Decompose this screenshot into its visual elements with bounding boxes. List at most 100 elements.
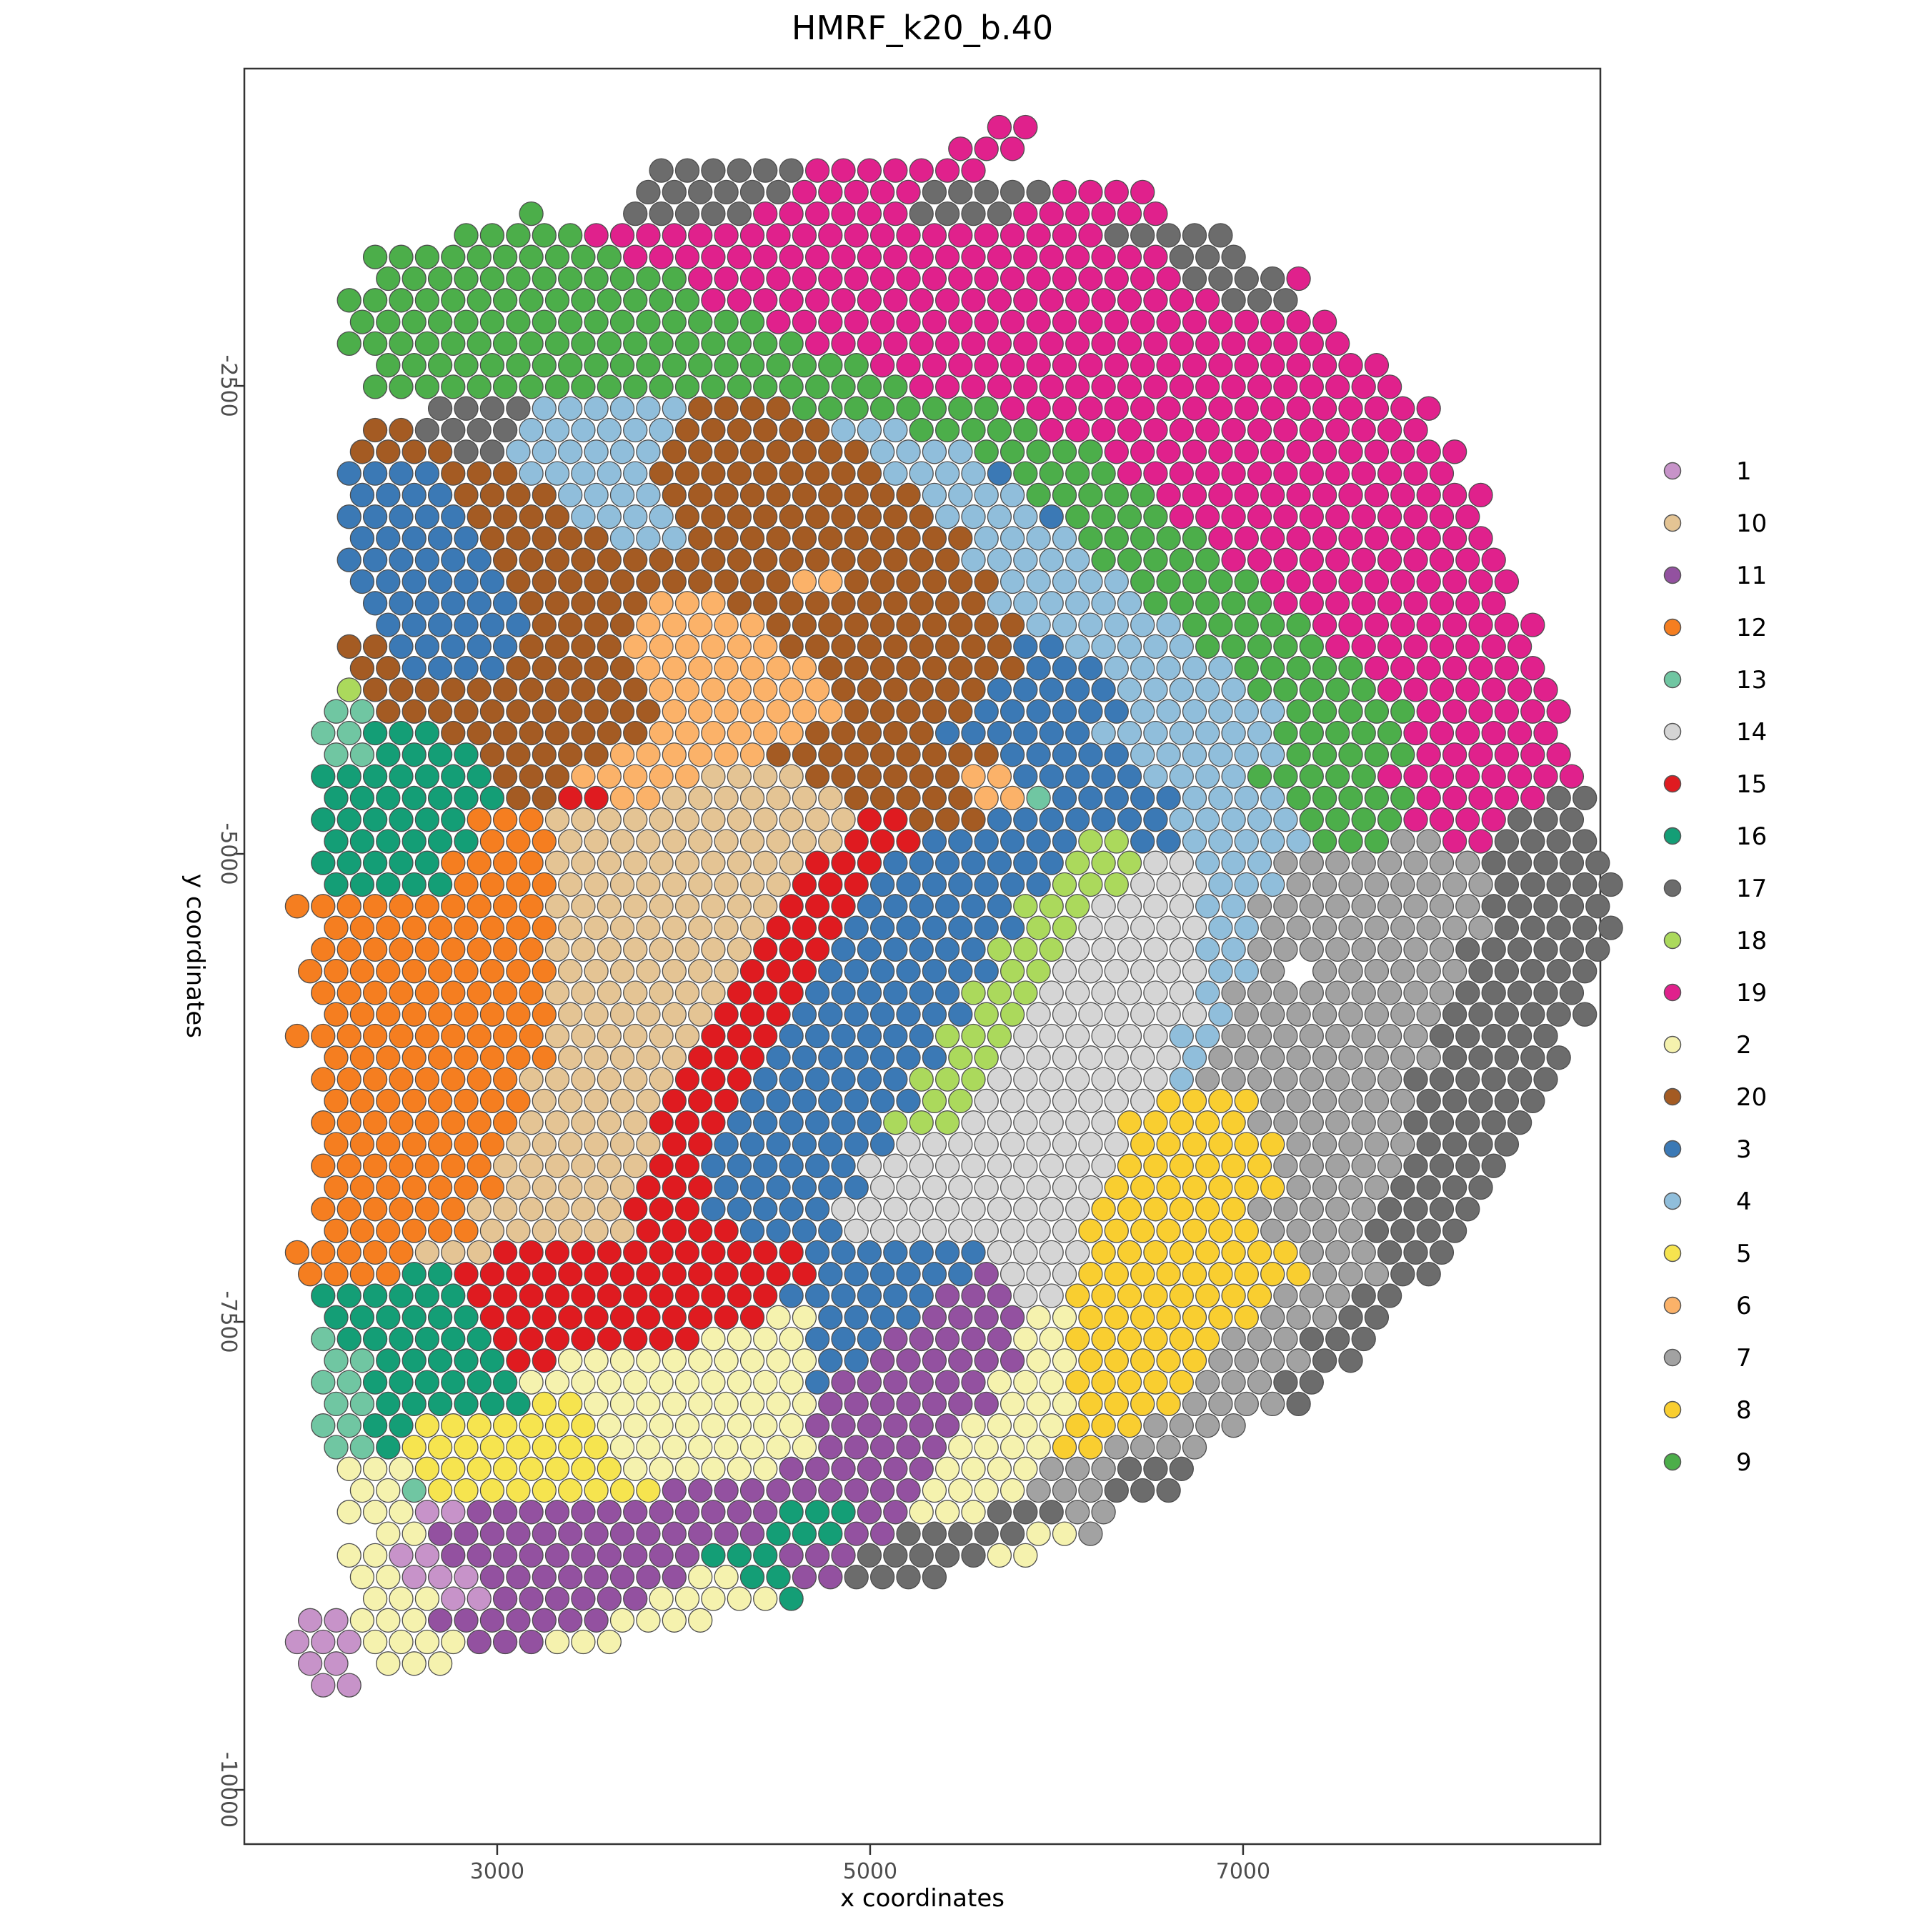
- data-point-cluster-8: [1260, 1175, 1285, 1200]
- data-point-cluster-10: [558, 1132, 583, 1157]
- data-point-cluster-2: [714, 1565, 739, 1590]
- data-point-cluster-16: [389, 764, 414, 789]
- data-point-cluster-3: [831, 1240, 856, 1265]
- data-point-cluster-17: [1455, 937, 1480, 962]
- data-point-cluster-3: [948, 829, 973, 854]
- data-point-cluster-5: [506, 1435, 531, 1460]
- data-point-cluster-2: [584, 1391, 609, 1417]
- data-point-cluster-9: [1052, 482, 1077, 508]
- data-point-cluster-9: [1078, 439, 1103, 464]
- data-point-cluster-6: [753, 677, 778, 702]
- data-point-cluster-4: [857, 417, 882, 443]
- data-point-cluster-14: [1000, 1088, 1025, 1114]
- data-point-cluster-7: [1312, 1088, 1337, 1114]
- data-point-cluster-20: [831, 677, 856, 702]
- data-point-cluster-9: [1260, 656, 1285, 681]
- data-point-cluster-11: [792, 1478, 817, 1503]
- data-point-cluster-2: [1000, 1478, 1025, 1503]
- data-point-cluster-19: [1481, 807, 1506, 832]
- data-point-cluster-19: [1143, 461, 1168, 486]
- data-point-cluster-2: [1000, 1391, 1025, 1417]
- data-point-cluster-8: [1065, 1283, 1090, 1308]
- data-point-cluster-17: [1416, 1132, 1441, 1157]
- data-point-cluster-10: [584, 1218, 609, 1243]
- data-point-cluster-20: [506, 569, 531, 594]
- data-point-cluster-19: [1338, 612, 1363, 637]
- data-point-cluster-15: [857, 807, 882, 832]
- data-point-cluster-9: [1390, 742, 1415, 767]
- data-point-cluster-10: [414, 1240, 440, 1265]
- data-point-cluster-3: [727, 1153, 752, 1178]
- data-point-cluster-2: [414, 1629, 440, 1655]
- data-point-cluster-14: [987, 1110, 1012, 1135]
- data-point-cluster-19: [922, 353, 947, 378]
- data-point-cluster-20: [766, 396, 791, 421]
- data-point-cluster-8: [1078, 1305, 1103, 1330]
- data-point-cluster-20: [909, 764, 934, 789]
- data-point-cluster-17: [739, 179, 765, 205]
- data-point-cluster-20: [649, 461, 674, 486]
- data-point-cluster-9: [792, 396, 817, 421]
- data-point-cluster-8: [1195, 1283, 1220, 1308]
- data-point-cluster-11: [649, 1543, 674, 1568]
- data-point-cluster-12: [297, 1262, 323, 1287]
- data-point-cluster-7: [1312, 1132, 1337, 1157]
- data-point-cluster-20: [454, 699, 479, 724]
- data-point-cluster-19: [1078, 353, 1103, 378]
- data-point-cluster-17: [1468, 1132, 1493, 1157]
- data-point-cluster-8: [1195, 1153, 1220, 1178]
- data-point-cluster-7: [1325, 1067, 1350, 1092]
- data-point-cluster-17: [1117, 1456, 1142, 1481]
- data-point-cluster-19: [1299, 374, 1324, 399]
- data-point-cluster-4: [987, 504, 1012, 529]
- data-point-cluster-3: [869, 1045, 895, 1070]
- data-point-cluster-20: [623, 547, 648, 572]
- data-point-cluster-17: [1481, 850, 1506, 875]
- data-point-cluster-11: [896, 1478, 921, 1503]
- data-point-cluster-17: [441, 417, 466, 443]
- data-point-cluster-2: [792, 1348, 817, 1373]
- data-point-cluster-19: [1364, 353, 1390, 378]
- data-point-cluster-3: [883, 1283, 908, 1308]
- data-point-cluster-7: [1065, 1500, 1090, 1525]
- data-point-cluster-19: [1156, 353, 1181, 378]
- data-point-cluster-2: [389, 1629, 414, 1655]
- data-point-cluster-16: [311, 764, 336, 789]
- data-point-cluster-20: [492, 547, 518, 572]
- data-point-cluster-3: [869, 915, 895, 940]
- data-point-cluster-7: [1286, 1218, 1311, 1243]
- data-point-cluster-17: [1533, 980, 1558, 1005]
- data-point-cluster-17: [1429, 1153, 1455, 1178]
- data-point-cluster-9: [1312, 829, 1337, 854]
- x-tick-label: 7000: [1216, 1859, 1270, 1884]
- data-point-cluster-20: [753, 461, 778, 486]
- data-point-cluster-11: [519, 1629, 544, 1655]
- data-point-cluster-7: [1429, 850, 1455, 875]
- data-point-cluster-20: [597, 634, 622, 659]
- data-point-cluster-4: [974, 482, 999, 508]
- y-tick-label: -2500: [216, 354, 241, 417]
- data-point-cluster-16: [427, 785, 453, 811]
- data-point-cluster-7: [1403, 980, 1428, 1005]
- data-point-cluster-3: [974, 699, 999, 724]
- data-point-cluster-12: [324, 1175, 349, 1200]
- data-point-cluster-20: [857, 591, 882, 616]
- data-point-cluster-7: [1351, 894, 1376, 919]
- data-point-cluster-2: [649, 1456, 674, 1481]
- data-point-cluster-10: [441, 1240, 466, 1265]
- data-point-cluster-9: [1078, 482, 1103, 508]
- data-point-cluster-15: [688, 1175, 713, 1200]
- data-point-cluster-10: [662, 829, 687, 854]
- data-point-cluster-11: [857, 1500, 882, 1525]
- data-point-cluster-17: [1481, 1023, 1506, 1049]
- data-point-cluster-4: [636, 482, 661, 508]
- data-point-cluster-7: [1325, 1283, 1350, 1308]
- data-point-cluster-7: [1221, 1067, 1246, 1092]
- data-point-cluster-9: [389, 374, 414, 399]
- data-point-cluster-9: [1195, 634, 1220, 659]
- data-point-cluster-3: [974, 915, 999, 940]
- data-point-cluster-14: [1052, 1088, 1077, 1114]
- data-point-cluster-3: [896, 1305, 921, 1330]
- data-point-cluster-3: [818, 959, 843, 984]
